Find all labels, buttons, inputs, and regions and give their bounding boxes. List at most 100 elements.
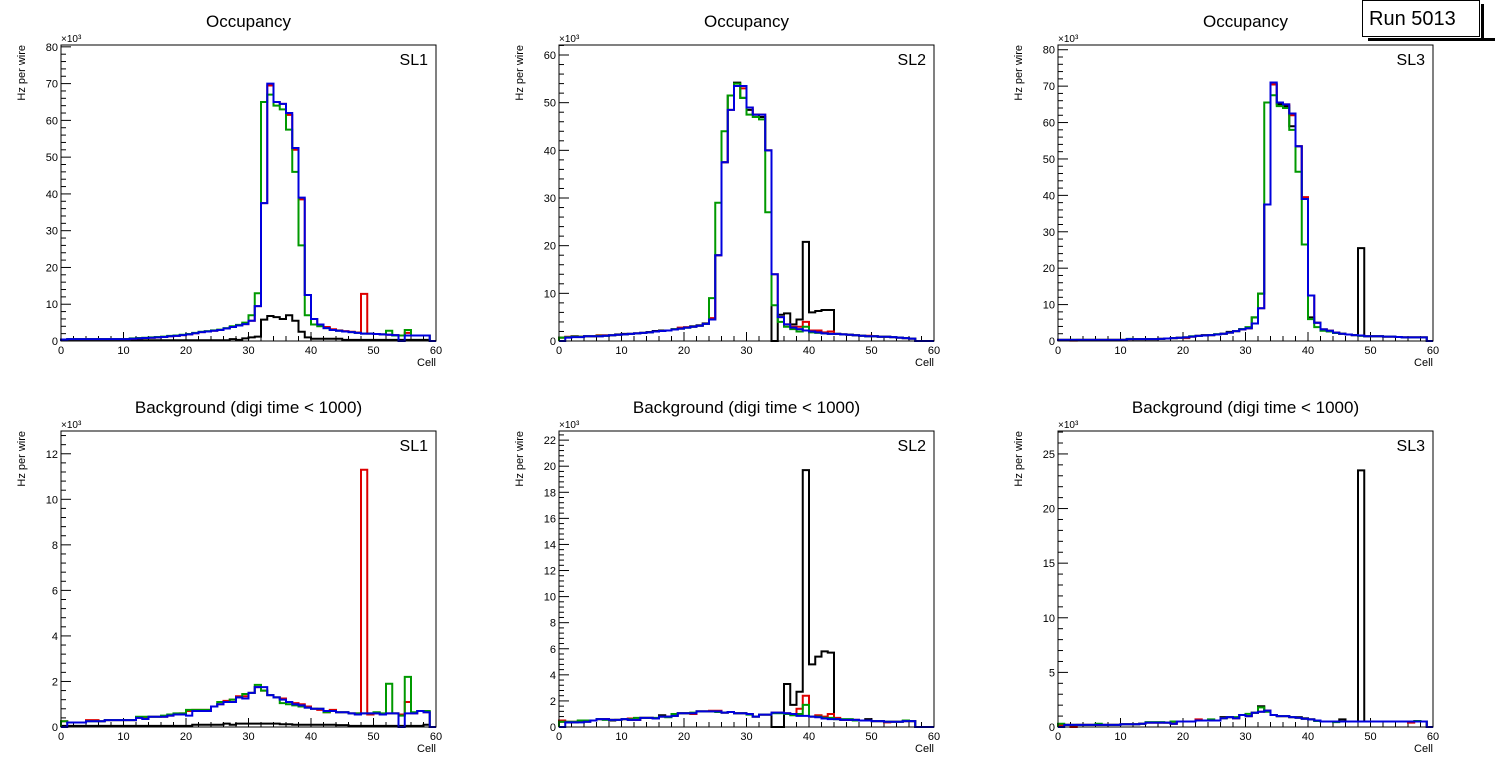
histogram-panel-sl3-background: Background (digi time < 1000) SL3 Cell Hz p… bbox=[1013, 398, 1439, 755]
x-tick-label: 10 bbox=[1114, 345, 1126, 357]
x-tick-label: 30 bbox=[740, 731, 752, 743]
y-tick-label: 12 bbox=[544, 566, 556, 578]
y-tick-label: 0 bbox=[550, 336, 556, 348]
y-axis-multiplier: ×10³ bbox=[559, 420, 580, 431]
x-tick-label: 50 bbox=[367, 345, 379, 357]
superlayer-label: SL1 bbox=[400, 52, 429, 69]
y-tick-label: 12 bbox=[46, 449, 58, 461]
histogram-panel-sl1-occupancy: Occupancy SL1 Cell Hz per wire ×10³ 0 10 20 30 40… bbox=[16, 12, 442, 369]
y-axis-multiplier: ×10³ bbox=[61, 420, 82, 431]
x-tick-label: 0 bbox=[556, 345, 562, 357]
histogram-series-red bbox=[558, 84, 934, 342]
histogram-series-green bbox=[1057, 94, 1433, 342]
x-tick-label: 20 bbox=[678, 345, 690, 357]
y-tick-label: 8 bbox=[550, 618, 556, 630]
y-tick-label: 20 bbox=[1043, 263, 1055, 275]
histogram-series-blue bbox=[559, 84, 934, 342]
x-tick-label: 40 bbox=[305, 345, 317, 357]
histogram-series-black bbox=[1057, 469, 1433, 728]
histogram-series-blue bbox=[1058, 709, 1433, 728]
plot-frame bbox=[1057, 44, 1434, 342]
y-tick-label: 0 bbox=[1049, 722, 1055, 734]
y-tick-label: 10 bbox=[46, 494, 58, 506]
x-axis-label: Cell bbox=[1414, 743, 1433, 755]
x-tick-label: 10 bbox=[615, 731, 627, 743]
x-axis-label: Cell bbox=[915, 743, 934, 755]
x-tick-label: 50 bbox=[1364, 345, 1376, 357]
y-tick-label: 80 bbox=[46, 42, 58, 54]
y-tick-label: 70 bbox=[46, 79, 58, 91]
histogram-series-red bbox=[1057, 83, 1433, 342]
y-tick-label: 50 bbox=[544, 98, 556, 110]
y-tick-label: 20 bbox=[544, 461, 556, 473]
y-axis-multiplier: ×10³ bbox=[61, 34, 82, 45]
y-tick-label: 40 bbox=[544, 145, 556, 157]
x-tick-label: 40 bbox=[803, 345, 815, 357]
y-tick-label: 30 bbox=[544, 193, 556, 205]
y-tick-label: 22 bbox=[544, 435, 556, 447]
x-tick-label: 0 bbox=[58, 345, 64, 357]
superlayer-label: SL3 bbox=[1397, 52, 1426, 69]
x-tick-label: 60 bbox=[1427, 345, 1439, 357]
x-tick-label: 10 bbox=[1114, 731, 1126, 743]
x-tick-label: 40 bbox=[1302, 731, 1314, 743]
y-axis-label: Hz per wire bbox=[16, 45, 28, 101]
x-tick-label: 10 bbox=[117, 345, 129, 357]
histogram-series-black bbox=[558, 469, 934, 728]
y-tick-label: 60 bbox=[544, 50, 556, 62]
histogram-panel-sl2-background: Background (digi time < 1000) SL2 Cell Hz p… bbox=[514, 398, 940, 755]
x-tick-label: 30 bbox=[740, 345, 752, 357]
y-tick-label: 0 bbox=[52, 336, 58, 348]
plot-frame bbox=[60, 430, 437, 728]
x-tick-label: 60 bbox=[1427, 731, 1439, 743]
x-tick-label: 50 bbox=[1364, 731, 1376, 743]
y-tick-label: 16 bbox=[544, 513, 556, 525]
y-tick-label: 5 bbox=[1049, 667, 1055, 679]
y-tick-label: 0 bbox=[1049, 336, 1055, 348]
histogram-series-red bbox=[60, 468, 436, 728]
y-tick-label: 2 bbox=[52, 676, 58, 688]
histogram-series-black bbox=[558, 81, 934, 342]
histogram-series-blue bbox=[60, 82, 436, 342]
x-tick-label: 60 bbox=[430, 345, 442, 357]
y-tick-label: 25 bbox=[1043, 449, 1055, 461]
x-tick-label: 0 bbox=[556, 731, 562, 743]
x-tick-label: 50 bbox=[865, 345, 877, 357]
y-tick-label: 4 bbox=[52, 631, 58, 643]
x-tick-label: 30 bbox=[1239, 731, 1251, 743]
y-tick-label: 80 bbox=[1043, 45, 1055, 57]
y-tick-label: 6 bbox=[550, 644, 556, 656]
histogram-series-green bbox=[558, 82, 934, 342]
y-tick-label: 10 bbox=[1043, 300, 1055, 312]
y-tick-label: 4 bbox=[550, 670, 556, 682]
x-axis-label: Cell bbox=[417, 357, 436, 369]
histogram-panel-sl3-occupancy: Occupancy SL3 Cell Hz per wire ×10³ 0 10 20 30 40… bbox=[1013, 12, 1439, 369]
y-tick-label: 40 bbox=[1043, 190, 1055, 202]
y-tick-label: 0 bbox=[550, 722, 556, 734]
x-tick-label: 0 bbox=[1055, 731, 1061, 743]
x-tick-label: 40 bbox=[305, 731, 317, 743]
x-tick-label: 20 bbox=[180, 731, 192, 743]
y-axis-label: Hz per wire bbox=[514, 45, 526, 101]
y-tick-label: 30 bbox=[46, 226, 58, 238]
y-tick-label: 15 bbox=[1043, 558, 1055, 570]
plot-frame bbox=[1057, 430, 1434, 728]
panel-title: Occupancy bbox=[206, 12, 292, 31]
x-axis-label: Cell bbox=[915, 357, 934, 369]
plot-frame bbox=[60, 44, 437, 342]
y-axis-label: Hz per wire bbox=[1013, 45, 1025, 101]
x-tick-label: 20 bbox=[678, 731, 690, 743]
histogram-series-blue bbox=[1057, 81, 1433, 342]
run-label: Run 5013 bbox=[1362, 0, 1480, 37]
y-tick-label: 10 bbox=[1043, 613, 1055, 625]
x-tick-label: 50 bbox=[367, 731, 379, 743]
y-tick-label: 20 bbox=[544, 241, 556, 253]
x-tick-label: 0 bbox=[58, 731, 64, 743]
superlayer-label: SL3 bbox=[1397, 438, 1426, 455]
superlayer-label: SL2 bbox=[898, 52, 927, 69]
y-tick-label: 6 bbox=[52, 585, 58, 597]
y-axis-multiplier: ×10³ bbox=[559, 34, 580, 45]
panel-title: Background (digi time < 1000) bbox=[135, 398, 362, 417]
x-tick-label: 10 bbox=[615, 345, 627, 357]
y-axis-multiplier: ×10³ bbox=[1058, 34, 1079, 45]
